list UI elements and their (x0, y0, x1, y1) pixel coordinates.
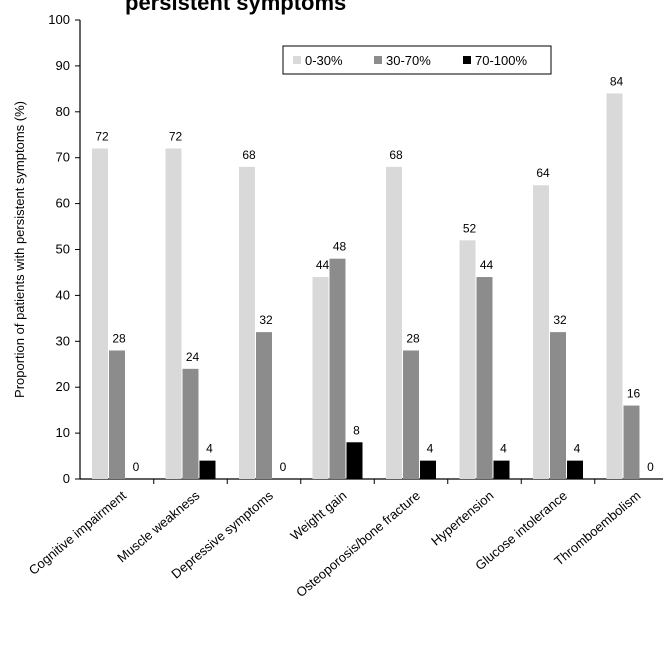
data-label: 44 (480, 258, 494, 272)
bar-0-30pct-5 (386, 166, 402, 479)
data-label: 0 (280, 460, 287, 474)
bar-0-30pct-7 (533, 185, 549, 480)
legend-item: 30-70% (386, 53, 431, 68)
y-tick-label: 0 (63, 471, 70, 486)
category-label: Hypertension (428, 488, 496, 549)
chart-title: persistent symptoms (125, 0, 347, 15)
data-label: 4 (500, 442, 507, 456)
legend-box (282, 45, 552, 75)
data-label: 28 (112, 331, 126, 345)
bar-30-70pct-6 (476, 277, 493, 479)
bar-0-30pct-2 (165, 148, 182, 479)
data-label: 28 (406, 331, 420, 345)
category-label: Osteoporosis/bone fracture (293, 488, 423, 600)
bar-70-100pct-7 (567, 460, 583, 479)
y-axis-label: Proportion of patients with persistent s… (12, 101, 27, 398)
bar-70-100pct-4 (346, 442, 363, 479)
bar-30-70pct-1 (109, 350, 125, 479)
legend-item: 0-30% (305, 53, 343, 68)
y-tick-label: 10 (56, 425, 70, 440)
data-label: 0 (133, 460, 140, 474)
bar-0-30pct-8 (606, 93, 623, 479)
data-label: 16 (627, 387, 641, 401)
y-tick-label: 80 (56, 104, 70, 119)
data-label: 72 (95, 130, 109, 144)
bar-30-70pct-4 (329, 258, 346, 479)
data-label: 8 (353, 423, 360, 437)
bar-70-100pct-6 (493, 460, 510, 479)
y-tick-label: 60 (56, 196, 70, 211)
legend-item: 70-100% (475, 53, 527, 68)
data-label: 4 (427, 442, 434, 456)
bar-70-100pct-2 (199, 460, 216, 479)
y-tick-label: 90 (56, 58, 70, 73)
data-label: 44 (316, 258, 330, 272)
category-label: Cognitive impairment (26, 488, 129, 578)
bar-0-30pct-3 (239, 166, 255, 479)
data-label: 52 (463, 221, 477, 235)
data-label: 68 (389, 148, 403, 162)
y-tick-label: 50 (56, 242, 70, 257)
data-label: 24 (186, 350, 200, 364)
bar-30-70pct-8 (623, 405, 640, 479)
category-label: Weight gain (287, 488, 349, 543)
bar-30-70pct-7 (550, 332, 566, 479)
data-label: 72 (169, 130, 183, 144)
data-label: 68 (242, 148, 256, 162)
data-label: 32 (553, 313, 567, 327)
legend-swatch (293, 56, 301, 64)
bar-0-30pct-1 (92, 148, 108, 479)
y-tick-label: 100 (48, 12, 70, 27)
bar-30-70pct-5 (403, 350, 419, 479)
data-label: 84 (610, 74, 624, 88)
y-tick-label: 40 (56, 287, 70, 302)
bar-30-70pct-2 (182, 368, 199, 479)
legend-swatch (463, 56, 471, 64)
data-label: 32 (259, 313, 273, 327)
data-label: 4 (574, 442, 581, 456)
y-tick-label: 20 (56, 379, 70, 394)
y-tick-label: 30 (56, 333, 70, 348)
y-tick-label: 70 (56, 150, 70, 165)
bar-0-30pct-6 (459, 240, 476, 479)
bar-0-30pct-4 (312, 277, 329, 479)
data-label: 48 (333, 240, 347, 254)
bar-30-70pct-3 (256, 332, 272, 479)
data-label: 0 (647, 460, 654, 474)
data-label: 4 (206, 442, 213, 456)
data-label: 64 (536, 166, 550, 180)
bar-70-100pct-5 (420, 460, 436, 479)
legend-swatch (374, 56, 382, 64)
